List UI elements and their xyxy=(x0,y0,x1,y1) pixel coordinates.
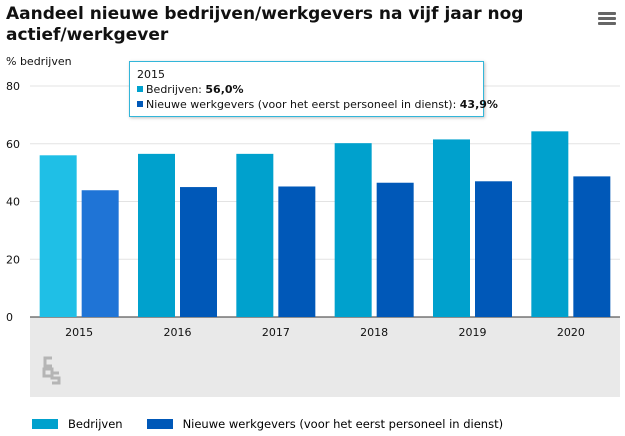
x-tick-label-2020: 2020 xyxy=(557,326,585,339)
y-axis-label: % bedrijven xyxy=(6,55,72,68)
x-tick-label-2018: 2018 xyxy=(360,326,388,339)
y-tick-label-80: 80 xyxy=(6,80,20,93)
hamburger-menu-icon[interactable] xyxy=(598,12,616,26)
y-tick-label-20: 20 xyxy=(6,253,20,266)
legend-item-bedrijven[interactable]: Bedrijven xyxy=(32,417,123,431)
bar-nieuwe-werkgevers-2018[interactable] xyxy=(376,182,414,317)
legend-item-nieuwe-werkgevers[interactable]: Nieuwe werkgevers (voor het eerst person… xyxy=(146,417,504,431)
bar-bedrijven-2020[interactable] xyxy=(531,131,569,317)
y-tick-label-0: 0 xyxy=(6,311,13,324)
y-tick-label-60: 60 xyxy=(6,138,20,151)
x-tick-label-2017: 2017 xyxy=(262,326,290,339)
legend-swatch-nieuwe-werkgevers xyxy=(146,419,173,429)
bar-bedrijven-2016[interactable] xyxy=(138,153,175,317)
bar-nieuwe-werkgevers-2015[interactable] xyxy=(81,190,119,317)
tooltip: 2015 Bedrijven: 56,0% Nieuwe werkgevers … xyxy=(129,61,498,117)
tooltip-swatch-bedrijven xyxy=(137,86,143,92)
tooltip-label-werkgevers: Nieuwe werkgevers (voor het eerst person… xyxy=(146,98,460,111)
tooltip-swatch-werkgevers xyxy=(137,101,143,107)
bar-bedrijven-2019[interactable] xyxy=(433,139,470,317)
tooltip-row-werkgevers: Nieuwe werkgevers (voor het eerst person… xyxy=(137,97,498,112)
bar-nieuwe-werkgevers-2020[interactable] xyxy=(573,176,611,317)
bar-bedrijven-2018[interactable] xyxy=(334,143,372,317)
y-tick-label-40: 40 xyxy=(6,196,20,209)
bar-chart: 0 20 40 60 80 2015 2016 2017 2018 2019 2020 xyxy=(6,80,620,397)
chart-title: Aandeel nieuwe bedrijven/werkgevers na v… xyxy=(6,4,524,45)
legend: Bedrijven Nieuwe werkgevers (voor het ee… xyxy=(32,416,527,432)
x-tick-label-2016: 2016 xyxy=(164,326,192,339)
tooltip-value-bedrijven: 56,0% xyxy=(205,83,244,96)
bar-nieuwe-werkgevers-2019[interactable] xyxy=(475,181,512,317)
bar-bedrijven-2017[interactable] xyxy=(236,153,274,317)
x-tick-label-2015: 2015 xyxy=(65,326,93,339)
legend-swatch-bedrijven xyxy=(32,419,58,429)
legend-label-nieuwe-werkgevers: Nieuwe werkgevers (voor het eerst person… xyxy=(182,417,504,431)
tooltip-category: 2015 xyxy=(137,68,165,81)
x-axis-band xyxy=(30,317,620,397)
x-tick-label-2019: 2019 xyxy=(459,326,487,339)
tooltip-value-werkgevers: 43,9% xyxy=(459,98,498,111)
legend-label-bedrijven: Bedrijven xyxy=(68,417,123,431)
bar-nieuwe-werkgevers-2016[interactable] xyxy=(180,187,217,317)
tooltip-row-bedrijven: Bedrijven: 56,0% xyxy=(137,82,476,97)
tooltip-label-bedrijven: Bedrijven: xyxy=(146,83,206,96)
bar-nieuwe-werkgevers-2017[interactable] xyxy=(278,186,316,317)
bar-bedrijven-2015[interactable] xyxy=(39,155,77,317)
cbs-logo-icon xyxy=(42,356,61,385)
